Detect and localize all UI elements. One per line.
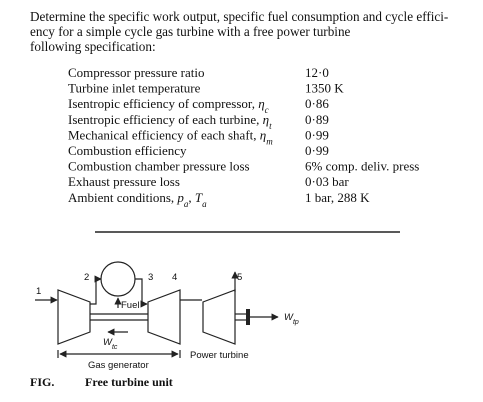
spec-label: Exhaust pressure loss: [68, 174, 180, 189]
text-segment: t: [269, 121, 272, 131]
gas-generator-label: Gas generator: [88, 360, 149, 371]
text-segment: a: [184, 199, 189, 209]
station-label: 3: [148, 272, 153, 283]
text-segment: a: [202, 199, 207, 209]
text-segment: m: [266, 136, 273, 146]
text-segment: Isentropic efficiency of each turbine,: [68, 112, 263, 127]
text-segment: η: [258, 96, 264, 111]
text-segment: Compressor pressure ratio: [68, 65, 204, 80]
station-label: 2: [84, 272, 89, 283]
text-segment: tp: [293, 319, 299, 326]
spec-label: Combustion efficiency: [68, 143, 187, 158]
work-label: Wtp: [284, 312, 299, 326]
intro-line: following specification:: [30, 39, 156, 54]
text-segment: tc: [112, 344, 118, 351]
text-segment: Mechanical efficiency of each shaft,: [68, 127, 260, 142]
text-segment: η: [260, 127, 266, 142]
spec-label: Isentropic efficiency of each turbine, η…: [68, 112, 272, 131]
spec-label: Ambient conditions, pa, Ta: [68, 190, 207, 209]
text-segment: Ambient conditions,: [68, 190, 177, 205]
spec-label: Compressor pressure ratio: [68, 65, 204, 80]
text-segment: Isentropic efficiency of compressor,: [68, 96, 258, 111]
station-label: 1: [36, 286, 41, 297]
text-segment: Combustion efficiency: [68, 143, 187, 158]
spec-value: 0·03 bar: [305, 174, 349, 189]
station-label: 4: [172, 272, 177, 283]
spec-value: 0·89: [305, 112, 329, 127]
text-segment: W: [103, 337, 113, 348]
spec-label: Turbine inlet temperature: [68, 81, 201, 96]
caption-title: Free turbine unit: [85, 375, 173, 389]
text-segment: η: [263, 112, 269, 127]
diagram: [35, 261, 279, 358]
spec-value: 0·99: [305, 143, 329, 158]
spec-value: 0·99: [305, 127, 329, 142]
spec-value: 1 bar, 288 K: [305, 190, 370, 205]
text-segment: c: [265, 105, 269, 115]
spec-value: 1350 K: [305, 81, 344, 96]
work-label: Wtc: [103, 337, 118, 351]
fuel-label: Fuel: [121, 300, 139, 311]
spec-value: 0·86: [305, 96, 329, 111]
text-segment: W: [284, 312, 294, 323]
text-segment: Exhaust pressure loss: [68, 174, 180, 189]
text-segment: T: [195, 190, 203, 205]
spec-label: Combustion chamber pressure loss: [68, 159, 250, 174]
text-segment: ,: [188, 190, 195, 205]
spec-label: Mechanical efficiency of each shaft, ηm: [68, 127, 273, 146]
intro-line: Determine the specific work output, spec…: [30, 9, 448, 24]
spec-value: 6% comp. deliv. press: [305, 159, 419, 174]
power-turbine-label: Power turbine: [190, 350, 249, 361]
station-label: 5: [237, 272, 242, 283]
intro-line: ency for a simple cycle gas turbine with…: [30, 24, 351, 39]
caption-label: FIG.: [30, 375, 54, 389]
text-segment: p: [176, 190, 184, 205]
spec-value: 12·0: [305, 65, 329, 80]
text-segment: Combustion chamber pressure loss: [68, 159, 250, 174]
spec-label: Isentropic efficiency of compressor, ηc: [68, 96, 269, 115]
text-segment: Turbine inlet temperature: [68, 81, 201, 96]
